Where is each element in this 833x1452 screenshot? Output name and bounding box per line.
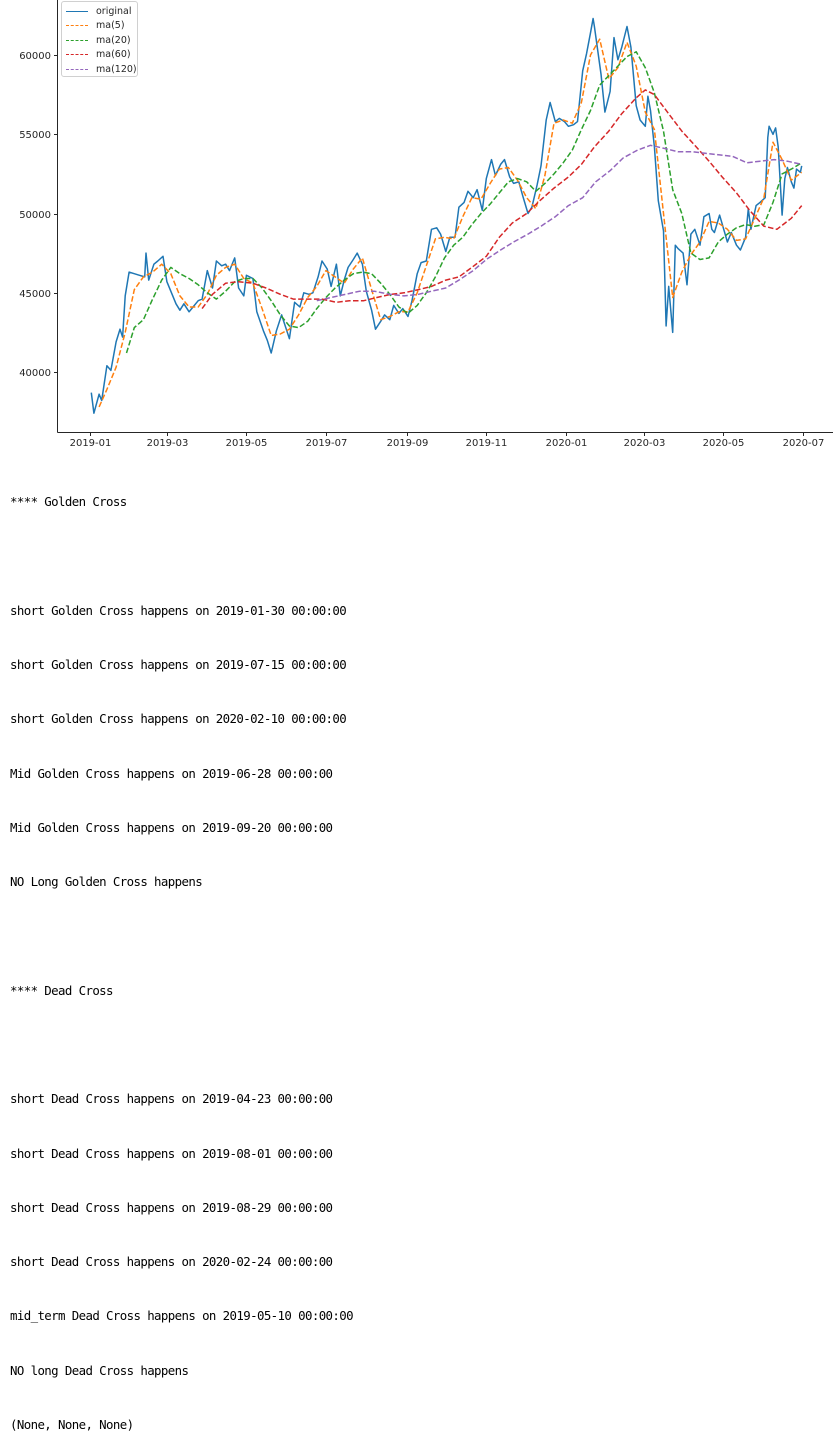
legend-swatch-solid-icon — [66, 10, 88, 12]
legend-swatch-dashed-icon — [66, 68, 88, 70]
legend-label: original — [96, 5, 132, 17]
chart-legend: original ma(5) ma(20) ma(60) ma(120) — [61, 1, 138, 77]
y-tick-label: 55000 — [19, 130, 51, 141]
output-line: short Dead Cross happens on 2019-04-23 0… — [10, 1091, 333, 1107]
output-line: NO long Dead Cross happens — [10, 1362, 189, 1378]
legend-label: ma(20) — [96, 34, 131, 46]
x-tick-label: 2020-01 — [546, 438, 588, 449]
output-line: mid_term Dead Cross happens on 2019-05-1… — [10, 1308, 354, 1324]
legend-item-original: original — [66, 4, 132, 18]
output-line: short Dead Cross happens on 2020-02-24 0… — [10, 1254, 333, 1270]
console-output: **** Golden Cross short Golden Cross hap… — [10, 457, 354, 1452]
x-tick-label: 2019-03 — [147, 438, 189, 449]
x-axis-ticks: 2019-01 2019-03 2019-05 2019-07 2019-09 2019-… — [70, 432, 825, 449]
output-line: short Dead Cross happens on 2019-08-01 0… — [10, 1145, 333, 1161]
series-line-ma5 — [98, 38, 803, 408]
x-tick-label: 2020-05 — [703, 438, 745, 449]
output-line: short Golden Cross happens on 2019-07-15… — [10, 657, 347, 673]
legend-label: ma(5) — [96, 20, 125, 31]
series-line-ma120 — [316, 144, 802, 302]
legend-item-ma120: ma(120) — [66, 62, 137, 76]
legend-item-ma5: ma(5) — [66, 19, 125, 33]
plot-lines — [90, 17, 803, 414]
series-line-original — [90, 17, 803, 414]
x-tick-label: 2019-09 — [387, 438, 429, 449]
output-line — [10, 1036, 353, 1054]
output-line: Mid Golden Cross happens on 2019-09-20 0… — [10, 819, 333, 835]
legend-label: ma(120) — [96, 63, 137, 75]
legend-swatch-dashed-icon — [66, 25, 88, 26]
chart-canvas: 40000 45000 50000 55000 60000 2019-01 2019-03… — [19, 0, 833, 449]
x-tick-label: 2019-01 — [70, 438, 112, 449]
x-tick-label: 2020-03 — [624, 438, 666, 449]
x-tick-label: 2019-11 — [466, 438, 508, 449]
x-tick-label: 2019-05 — [226, 438, 268, 449]
y-tick-label: 40000 — [19, 368, 51, 379]
moving-average-chart: 40000 45000 50000 55000 60000 2019-01 2019-03… — [0, 0, 833, 455]
legend-swatch-dashed-icon — [66, 39, 88, 41]
output-line: (None, None, None) — [10, 1416, 134, 1432]
series-line-ma20 — [125, 51, 803, 354]
output-line: short Golden Cross happens on 2020-02-10… — [10, 711, 347, 727]
legend-swatch-dashed-icon — [66, 54, 88, 55]
output-line: short Dead Cross happens on 2019-08-29 0… — [10, 1199, 333, 1215]
series-line-ma60 — [201, 89, 803, 310]
y-axis-ticks: 40000 45000 50000 55000 60000 — [19, 51, 58, 379]
x-tick-label: 2020-07 — [783, 438, 825, 449]
y-tick-label: 45000 — [19, 289, 51, 300]
legend-item-ma20: ma(20) — [66, 33, 131, 47]
y-tick-label: 50000 — [19, 210, 51, 221]
output-line — [10, 927, 353, 945]
y-tick-label: 60000 — [19, 51, 51, 62]
legend-item-ma60: ma(60) — [66, 48, 131, 62]
output-line: short Golden Cross happens on 2019-01-30… — [10, 602, 347, 618]
output-line: **** Golden Cross — [10, 494, 127, 510]
output-line: NO Long Golden Cross happens — [10, 874, 203, 890]
x-tick-label: 2019-07 — [306, 438, 348, 449]
legend-label: ma(60) — [96, 49, 131, 60]
output-line: Mid Golden Cross happens on 2019-06-28 0… — [10, 765, 333, 781]
output-line — [10, 547, 353, 565]
output-line: **** Dead Cross — [10, 982, 114, 998]
